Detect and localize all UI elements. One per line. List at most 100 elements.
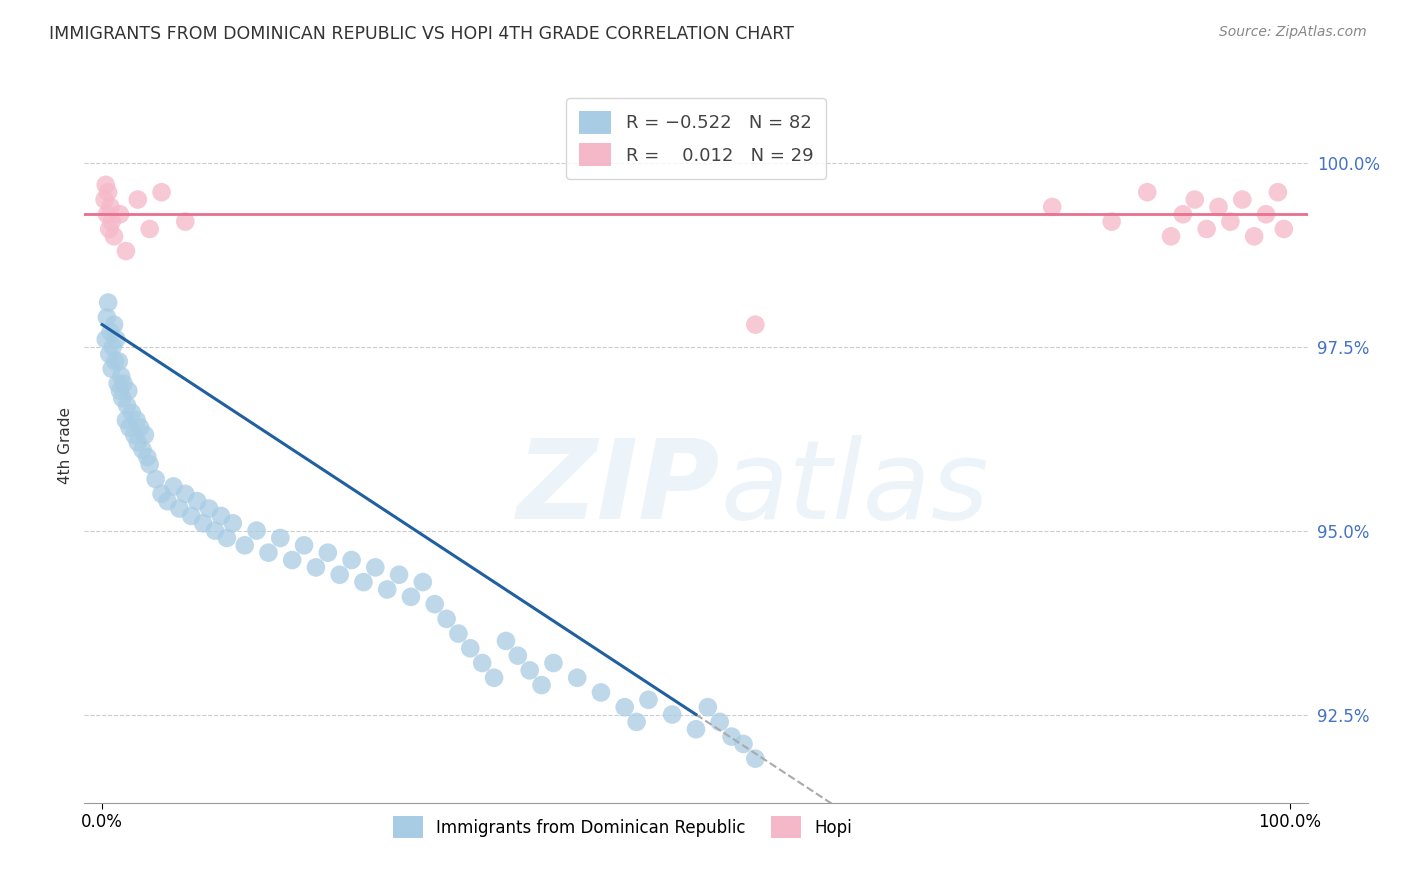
Point [97,185,120,199]
Point [103,318,125,332]
Point [198,501,221,516]
Point [1184,193,1206,207]
Point [118,420,141,434]
Text: Source: ZipAtlas.com: Source: ZipAtlas.com [1219,25,1367,39]
Point [145,472,167,486]
Point [340,553,363,567]
Point [100,200,122,214]
Point [180,508,202,523]
Point [399,590,422,604]
Y-axis label: 4th Grade: 4th Grade [58,408,73,484]
Point [352,575,374,590]
Point [104,354,127,368]
Point [292,538,315,552]
Point [174,487,197,501]
Point [107,376,129,391]
Point [1160,229,1182,244]
Point [744,752,766,766]
Point [1254,207,1277,221]
Point [495,634,517,648]
Point [589,685,612,699]
Point [129,420,152,434]
Point [150,185,173,199]
Point [204,524,226,538]
Point [103,229,125,244]
Point [543,656,565,670]
Point [134,428,156,442]
Point [1040,200,1063,214]
Point [107,354,129,368]
Point [447,626,470,640]
Point [94,332,117,346]
Point [364,560,387,574]
Point [93,193,115,207]
Point [1232,193,1254,207]
Point [375,582,398,597]
Point [100,325,122,339]
Point [100,214,122,228]
Point [471,656,494,670]
Point [138,458,160,472]
Point [245,524,267,538]
Point [269,531,291,545]
Point [174,214,197,228]
Point [108,207,131,221]
Point [1208,200,1230,214]
Point [613,700,636,714]
Point [257,546,280,560]
Point [305,560,328,574]
Point [98,347,121,361]
Point [127,435,149,450]
Legend: Immigrants from Dominican Republic, Hopi: Immigrants from Dominican Republic, Hopi [387,810,859,845]
Point [117,384,139,398]
Point [637,693,659,707]
Point [412,575,434,590]
Point [744,318,766,332]
Point [122,428,145,442]
Point [436,612,458,626]
Point [1101,214,1123,228]
Point [98,222,121,236]
Point [191,516,214,531]
Point [233,538,256,552]
Point [125,413,148,427]
Point [1267,185,1289,199]
Point [1219,214,1241,228]
Point [138,222,160,236]
Point [482,671,505,685]
Point [1171,207,1194,221]
Point [626,714,648,729]
Point [1195,222,1218,236]
Point [115,399,138,413]
Point [115,413,138,427]
Point [162,479,184,493]
Point [105,332,128,346]
Text: IMMIGRANTS FROM DOMINICAN REPUBLIC VS HOPI 4TH GRADE CORRELATION CHART: IMMIGRANTS FROM DOMINICAN REPUBLIC VS HO… [49,25,794,43]
Point [423,597,446,611]
Point [222,516,245,531]
Point [316,546,339,560]
Point [94,178,117,192]
Point [733,737,755,751]
Point [131,442,153,457]
Point [127,193,149,207]
Point [108,384,131,398]
Point [519,664,541,678]
Point [169,501,191,516]
Point [1272,222,1295,236]
Point [110,369,132,384]
Point [329,567,352,582]
Point [100,361,122,376]
Point [112,376,135,391]
Text: atlas: atlas [720,435,988,542]
Point [111,391,134,405]
Point [121,406,143,420]
Point [101,340,124,354]
Point [1136,185,1159,199]
Point [96,207,118,221]
Point [506,648,529,663]
Point [1243,229,1265,244]
Point [96,310,118,325]
Point [115,244,138,258]
Point [156,494,179,508]
